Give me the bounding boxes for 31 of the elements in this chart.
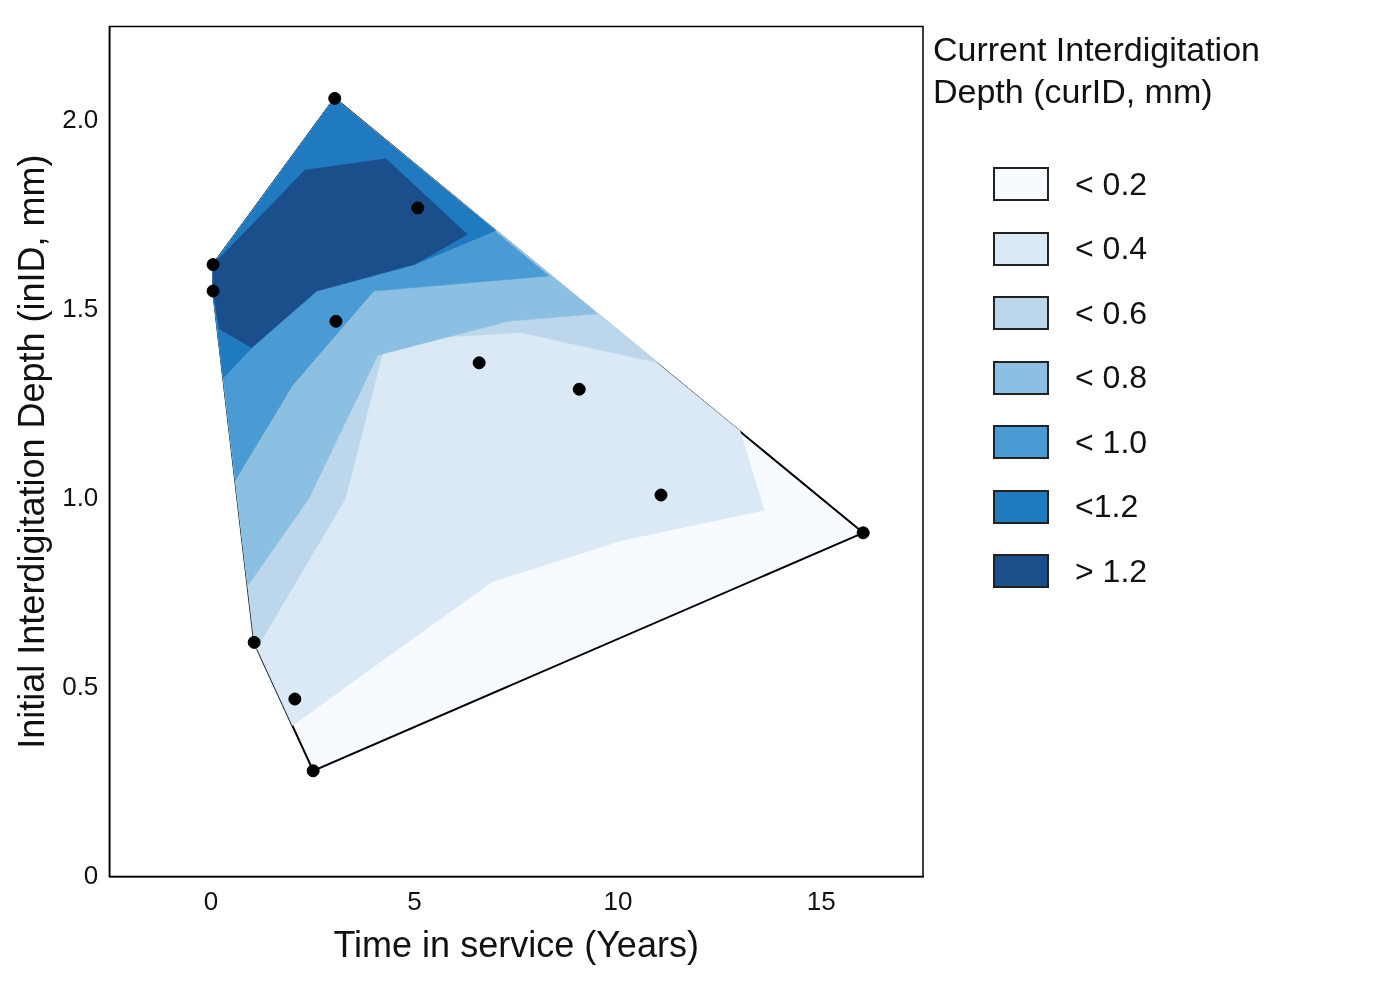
x-tick-label: 0 [203, 886, 219, 917]
x-axis-title: Time in service (Years) [333, 924, 699, 966]
x-tick-label: 10 [603, 886, 633, 917]
point [472, 356, 486, 370]
y-tick-label: 0 [83, 859, 99, 890]
y-axis-title: Initial Interdigitation Depth (inID, mm) [10, 154, 52, 749]
text: < 0.2 [1075, 165, 1148, 203]
point [247, 635, 261, 649]
legend-label: < 0.8 [1075, 359, 1148, 397]
point [329, 314, 343, 328]
y-tick-label: 1.5 [62, 293, 99, 324]
point [572, 382, 586, 396]
legend-label: > 1.2 [1075, 552, 1148, 590]
point [328, 91, 342, 105]
point [654, 488, 668, 502]
point [306, 764, 320, 778]
x-tick-label: 5 [407, 886, 422, 917]
legend-label: < 1.0 [1075, 423, 1148, 461]
y-tick-label: 2.0 [62, 104, 99, 135]
legend-label: <1.2 [1075, 488, 1139, 526]
legend-label: < 0.4 [1075, 230, 1148, 268]
point [206, 284, 220, 298]
point [856, 526, 870, 540]
legend-label: < 0.6 [1075, 294, 1148, 332]
point [411, 201, 425, 215]
legend-title: Current Interdigitation Depth (curID, mm) [933, 29, 1261, 112]
x-tick-label: 15 [806, 886, 836, 917]
y-tick-label: 1.0 [62, 481, 99, 512]
point [206, 258, 220, 272]
point [288, 692, 302, 706]
y-tick-label: 0.5 [62, 670, 99, 701]
